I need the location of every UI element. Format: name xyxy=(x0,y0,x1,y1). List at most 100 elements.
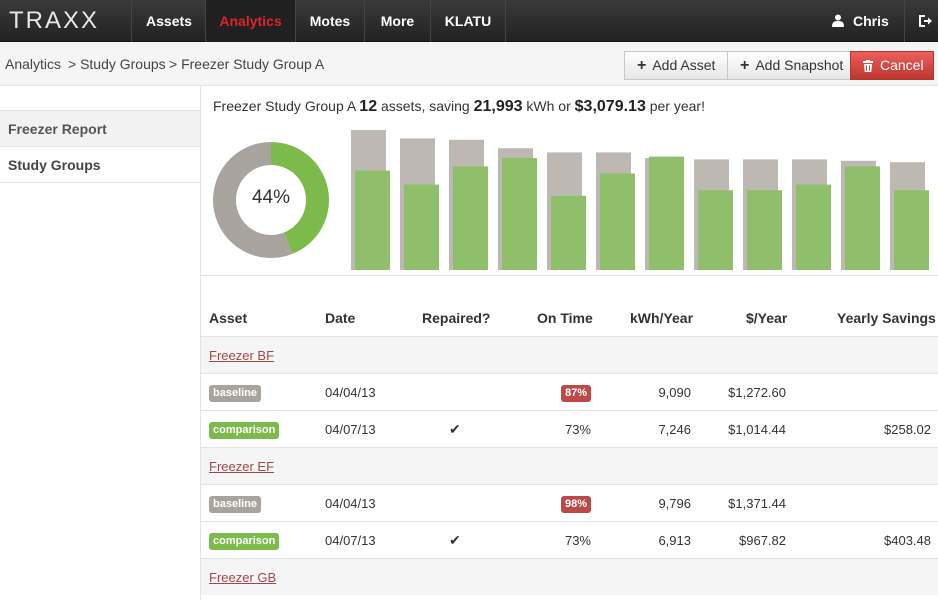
comparison-bar xyxy=(355,170,390,270)
comparison-bar xyxy=(502,158,537,270)
dollar-savings: $3,079.13 xyxy=(574,98,646,115)
sidebar-item-freezer-report[interactable]: Freezer Report xyxy=(0,110,200,146)
kwh-cell: 6,913 xyxy=(658,533,691,548)
date-cell: 04/07/13 xyxy=(325,533,376,548)
comparison-bar xyxy=(747,190,782,270)
nav-divider xyxy=(364,0,365,42)
date-cell: 04/07/13 xyxy=(325,422,376,437)
snapshot-type-cell: comparison xyxy=(209,532,280,550)
savings-cell: $403.48 xyxy=(884,533,931,548)
dollars-cell: $1,272.60 xyxy=(728,385,786,400)
baseline-badge: baseline xyxy=(209,496,262,513)
on-time-warning-badge: 98% xyxy=(560,496,591,513)
kwh-savings: 21,993 xyxy=(473,98,523,115)
on-time-cell: 87% xyxy=(560,384,591,402)
breadcrumb-current: > Freezer Study Group A xyxy=(169,56,325,72)
snapshot-type-cell: comparison xyxy=(209,421,280,439)
asset-link[interactable]: Freezer GB xyxy=(209,570,277,585)
asset-link[interactable]: Freezer BF xyxy=(209,348,275,363)
comparison-badge: comparison xyxy=(209,422,280,439)
user-menu[interactable]: Chris xyxy=(832,0,889,42)
nav-more[interactable]: More xyxy=(380,13,415,29)
user-name: Chris xyxy=(853,13,889,29)
nav-divider xyxy=(205,0,206,42)
cancel-label: Cancel xyxy=(880,57,924,73)
on-time-cell: 73% xyxy=(564,533,591,548)
snapshot-type-cell: baseline xyxy=(209,384,262,402)
dollars-cell: $967.82 xyxy=(739,533,786,548)
comparison-bar xyxy=(894,190,929,270)
group-name: Freezer Study Group A xyxy=(213,98,356,114)
sidebar-item-study-groups[interactable]: Study Groups xyxy=(0,146,200,183)
nav-divider xyxy=(505,0,506,42)
repaired-check-icon: ✔ xyxy=(449,421,461,437)
on-time-warning-badge: 87% xyxy=(560,385,591,402)
donut-slice-saved xyxy=(271,142,329,254)
kwh-cell: 9,090 xyxy=(658,385,691,400)
user-icon xyxy=(832,1,844,43)
table-row: comparison 04/07/13 ✔ 73% 7,246 $1,014.44 $258… xyxy=(201,410,938,447)
table-row: baseline 04/04/13 87% 9,090 $1,272.60 xyxy=(201,373,938,410)
nav-klatu[interactable]: KLATU xyxy=(444,13,492,29)
snapshot-type-cell: baseline xyxy=(209,495,262,513)
on-time-cell: 73% xyxy=(564,422,591,437)
dollars-cell: $1,371.44 xyxy=(728,496,786,511)
comparison-badge: comparison xyxy=(209,533,280,550)
on-time-cell: 98% xyxy=(560,495,591,513)
breadcrumb-bar: Analytics > Study Groups > Freezer Study… xyxy=(0,42,938,86)
date-cell: 04/04/13 xyxy=(325,385,376,400)
header-kwh-year[interactable]: kWh/Year xyxy=(630,310,694,326)
kwh-cell: 9,796 xyxy=(658,496,691,511)
donut-center-label: 44% xyxy=(251,187,291,208)
cancel-button[interactable]: Cancel xyxy=(850,51,934,80)
nav-divider xyxy=(430,0,431,42)
date-cell: 04/04/13 xyxy=(325,496,376,511)
comparison-bar xyxy=(600,173,635,270)
comparison-bar xyxy=(551,195,586,270)
add-asset-label: Add Asset xyxy=(652,57,716,73)
top-navbar: TRAXX Assets Analytics Motes More KLATU … xyxy=(0,0,938,42)
nav-divider xyxy=(904,0,905,42)
add-snapshot-button[interactable]: + Add Snapshot xyxy=(727,51,851,80)
table-group-row: Freezer EF xyxy=(201,447,938,484)
table-group-row: Freezer GB xyxy=(201,558,938,595)
per-year-text: per year! xyxy=(649,98,705,114)
nav-analytics[interactable]: Analytics xyxy=(206,0,295,42)
dollars-cell: $1,014.44 xyxy=(728,422,786,437)
header-yearly-savings[interactable]: Yearly Savings xyxy=(837,310,936,326)
table-row: comparison 04/07/13 ✔ 73% 6,913 $967.82 $403.4… xyxy=(201,521,938,558)
header-date[interactable]: Date xyxy=(325,310,356,326)
logout-icon[interactable] xyxy=(918,13,932,29)
brand-logo[interactable]: TRAXX xyxy=(9,7,100,34)
nav-divider xyxy=(131,0,132,42)
assets-text: assets, saving xyxy=(380,98,470,114)
baseline-badge: baseline xyxy=(209,385,262,402)
kwh-cell: 7,246 xyxy=(658,422,691,437)
plus-icon: + xyxy=(740,57,750,74)
nav-assets[interactable]: Assets xyxy=(146,13,192,29)
header-dollars-year[interactable]: $/Year xyxy=(746,310,788,326)
header-asset[interactable]: Asset xyxy=(209,310,248,326)
header-on-time[interactable]: On Time xyxy=(537,310,593,326)
breadcrumb-analytics[interactable]: Analytics xyxy=(5,56,62,72)
study-group-summary: Freezer Study Group A 12 assets, saving … xyxy=(213,98,705,116)
comparison-bar xyxy=(649,156,684,270)
sidebar: Freezer Report Study Groups xyxy=(0,86,201,600)
donut-slice-remaining xyxy=(213,142,293,258)
comparison-bar xyxy=(698,190,733,270)
kwh-text: kWh or xyxy=(526,98,571,114)
nav-motes[interactable]: Motes xyxy=(309,13,351,29)
plus-icon: + xyxy=(637,57,647,74)
comparison-bar xyxy=(404,184,439,270)
nav-divider xyxy=(295,0,296,42)
header-repaired[interactable]: Repaired? xyxy=(422,310,491,326)
comparison-bar xyxy=(845,166,880,270)
savings-donut-chart xyxy=(213,142,329,258)
add-asset-button[interactable]: + Add Asset xyxy=(624,51,728,80)
repaired-check-icon: ✔ xyxy=(449,532,461,548)
breadcrumb-study-groups[interactable]: > Study Groups xyxy=(68,56,166,72)
add-snapshot-label: Add Snapshot xyxy=(755,57,844,73)
comparison-bar xyxy=(796,184,831,270)
comparison-bar xyxy=(453,166,488,270)
asset-link[interactable]: Freezer EF xyxy=(209,459,275,474)
